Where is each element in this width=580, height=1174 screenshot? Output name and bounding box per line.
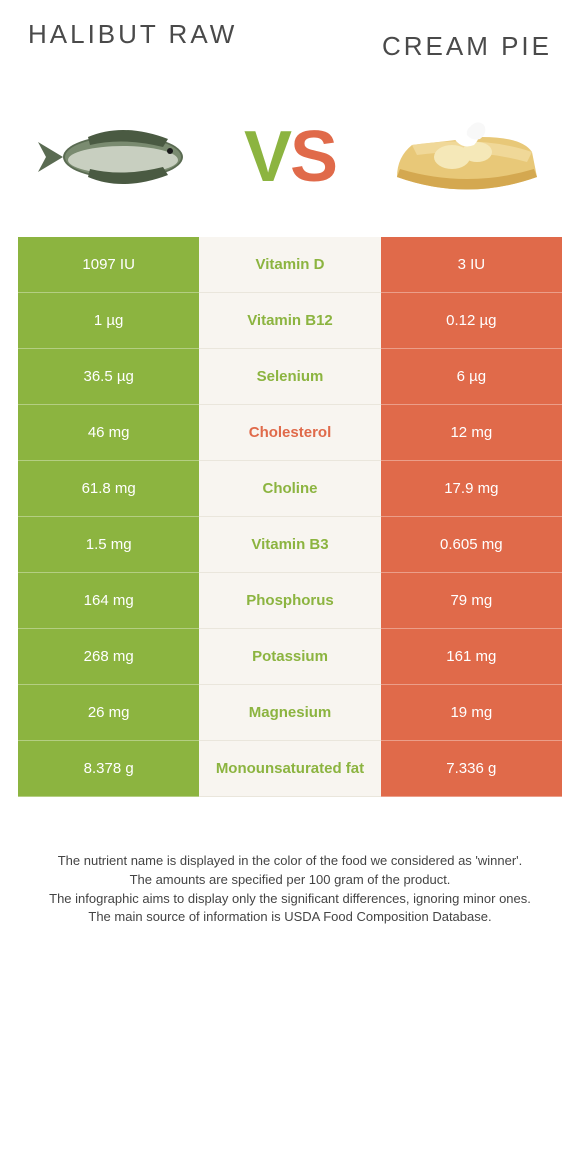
table-row: 26 mgMagnesium19 mg — [18, 685, 562, 741]
halibut-image — [28, 107, 198, 207]
table-row: 61.8 mgCholine17.9 mg — [18, 461, 562, 517]
header-row: Halibut Raw Cream Pie — [18, 20, 562, 62]
vs-s-letter: S — [290, 116, 336, 198]
nutrient-label-cell: Cholesterol — [199, 405, 380, 461]
note-line: The main source of information is USDA F… — [24, 908, 556, 927]
left-value-cell: 8.378 g — [18, 741, 199, 797]
nutrient-label-cell: Vitamin B3 — [199, 517, 380, 573]
right-value-cell: 17.9 mg — [381, 461, 562, 517]
left-value-cell: 61.8 mg — [18, 461, 199, 517]
note-line: The nutrient name is displayed in the co… — [24, 852, 556, 871]
note-line: The infographic aims to display only the… — [24, 890, 556, 909]
right-value-cell: 19 mg — [381, 685, 562, 741]
nutrient-label-cell: Vitamin D — [199, 237, 380, 293]
images-row: VS — [18, 107, 562, 207]
nutrient-label-cell: Phosphorus — [199, 573, 380, 629]
right-value-cell: 12 mg — [381, 405, 562, 461]
nutrient-label-cell: Selenium — [199, 349, 380, 405]
table-row: 1097 IUVitamin D3 IU — [18, 237, 562, 293]
right-value-cell: 79 mg — [381, 573, 562, 629]
right-value-cell: 0.605 mg — [381, 517, 562, 573]
table-row: 164 mgPhosphorus79 mg — [18, 573, 562, 629]
table-row: 36.5 µgSelenium6 µg — [18, 349, 562, 405]
vs-label: VS — [244, 116, 336, 198]
left-value-cell: 268 mg — [18, 629, 199, 685]
cream-pie-image — [382, 107, 552, 207]
nutrient-label-cell: Monounsaturated fat — [199, 741, 380, 797]
left-value-cell: 164 mg — [18, 573, 199, 629]
table-row: 268 mgPotassium161 mg — [18, 629, 562, 685]
left-value-cell: 1 µg — [18, 293, 199, 349]
table-row: 1 µgVitamin B120.12 µg — [18, 293, 562, 349]
left-value-cell: 1097 IU — [18, 237, 199, 293]
right-value-cell: 0.12 µg — [381, 293, 562, 349]
left-value-cell: 26 mg — [18, 685, 199, 741]
infographic-container: Halibut Raw Cream Pie VS — [0, 0, 580, 967]
table-row: 1.5 mgVitamin B30.605 mg — [18, 517, 562, 573]
table-row: 8.378 gMonounsaturated fat7.336 g — [18, 741, 562, 797]
left-value-cell: 36.5 µg — [18, 349, 199, 405]
nutrient-table: 1097 IUVitamin D3 IU1 µgVitamin B120.12 … — [18, 237, 562, 797]
nutrient-label-cell: Vitamin B12 — [199, 293, 380, 349]
note-line: The amounts are specified per 100 gram o… — [24, 871, 556, 890]
right-value-cell: 161 mg — [381, 629, 562, 685]
right-value-cell: 7.336 g — [381, 741, 562, 797]
right-value-cell: 6 µg — [381, 349, 562, 405]
nutrient-label-cell: Choline — [199, 461, 380, 517]
vs-v-letter: V — [244, 116, 290, 198]
nutrient-label-cell: Magnesium — [199, 685, 380, 741]
left-value-cell: 46 mg — [18, 405, 199, 461]
footer-notes: The nutrient name is displayed in the co… — [18, 852, 562, 927]
right-value-cell: 3 IU — [381, 237, 562, 293]
left-value-cell: 1.5 mg — [18, 517, 199, 573]
right-food-title: Cream Pie — [382, 32, 552, 62]
nutrient-label-cell: Potassium — [199, 629, 380, 685]
left-food-title: Halibut Raw — [28, 20, 237, 50]
table-row: 46 mgCholesterol12 mg — [18, 405, 562, 461]
